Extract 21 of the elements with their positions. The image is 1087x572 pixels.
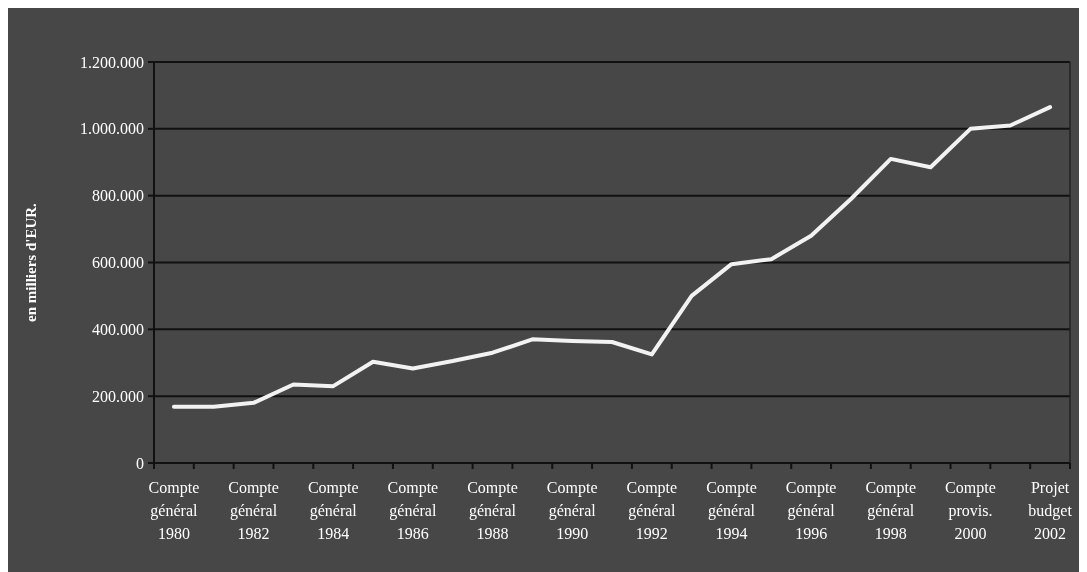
x-tick-label: Compte général 1986 bbox=[387, 479, 439, 542]
x-tick-label: Compte général 1982 bbox=[228, 479, 279, 542]
y-tick-label: 0 bbox=[136, 454, 144, 472]
x-tick-label: Compte général 1990 bbox=[546, 479, 598, 542]
x-tick-label: Projet budget 2002 bbox=[1028, 479, 1073, 542]
x-tick-label: Compte général 1998 bbox=[865, 479, 917, 542]
x-tick-label: Compte général 1980 bbox=[148, 479, 200, 542]
y-tick-label: 600.000 bbox=[92, 254, 144, 272]
y-axis-title: en milliers d'EUR. bbox=[23, 202, 39, 322]
x-tick-label: Compte provis. 2000 bbox=[945, 479, 996, 542]
y-tick-label: 1.000.000 bbox=[80, 120, 144, 138]
line-series bbox=[171, 105, 1053, 409]
x-tick-label: Compte général 1994 bbox=[706, 479, 757, 542]
x-tick-label: Compte général 1988 bbox=[467, 479, 518, 542]
y-tick-label: 400.000 bbox=[92, 320, 144, 338]
x-tick-label: Compte général 1996 bbox=[785, 479, 837, 542]
y-tick-label: 800.000 bbox=[92, 187, 144, 205]
y-tick-label: 200.000 bbox=[92, 387, 144, 405]
x-tick-label: Compte général 1992 bbox=[626, 479, 678, 542]
y-tick-label: 1.200.000 bbox=[80, 53, 144, 71]
x-tick-label: Compte général 1984 bbox=[307, 479, 359, 542]
